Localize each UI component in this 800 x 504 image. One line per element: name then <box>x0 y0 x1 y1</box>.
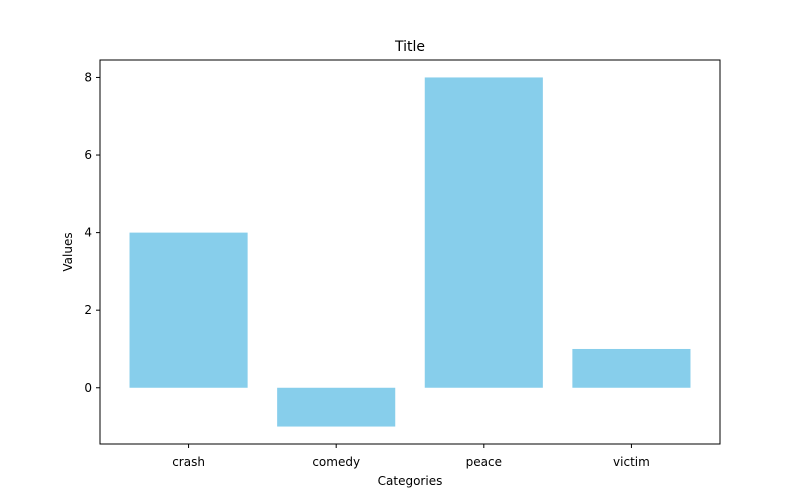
bars-layer <box>129 77 691 427</box>
bar-comedy <box>277 387 396 427</box>
y-tick-label: 2 <box>84 303 92 317</box>
plot-frame <box>99 59 721 445</box>
bar-peace <box>424 77 543 388</box>
bar-crash <box>129 232 248 388</box>
x-axis-label: Categories <box>378 474 443 488</box>
y-tick-label: 4 <box>84 226 92 240</box>
y-tick-label: 8 <box>84 70 92 84</box>
x-tick-label: victim <box>613 455 650 469</box>
y-axis-label: Values <box>61 232 75 271</box>
x-axis-ticks: crash comedy peace victim <box>172 444 650 469</box>
x-tick-label: peace <box>466 455 502 469</box>
chart-title: Title <box>394 39 425 55</box>
x-tick-label: comedy <box>312 455 360 469</box>
y-tick-label: 6 <box>84 148 92 162</box>
y-axis-ticks: 0 2 4 6 8 <box>84 70 100 395</box>
y-tick-label: 0 <box>84 381 92 395</box>
x-tick-label: crash <box>172 455 205 469</box>
bar-victim <box>572 348 691 388</box>
